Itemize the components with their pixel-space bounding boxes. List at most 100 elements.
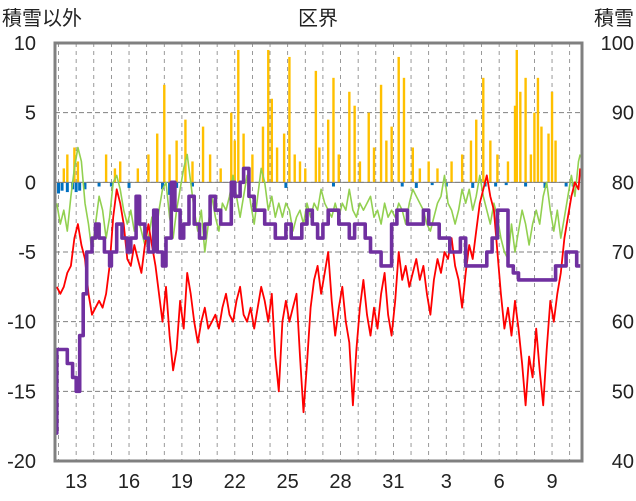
precip-bar <box>524 77 527 183</box>
precip-bar <box>482 77 485 183</box>
snow-bar <box>57 182 61 194</box>
y-tick-label-right: 50 <box>612 381 634 403</box>
precip-bar <box>427 161 430 183</box>
snow-bar <box>430 182 434 186</box>
precip-bar <box>261 126 265 183</box>
precip-bar <box>550 91 554 183</box>
precip-bar <box>460 154 464 183</box>
precip-bar <box>547 133 550 183</box>
snow-bar <box>543 182 547 188</box>
precip-bar <box>208 154 212 183</box>
right-axis-title: 積雪 <box>594 7 634 30</box>
precip-bar <box>201 126 205 183</box>
precip-bar <box>288 56 291 183</box>
snow-bar <box>494 182 498 187</box>
precip-bar <box>275 147 279 183</box>
y-tick-label-right: 70 <box>612 242 634 264</box>
precip-bar <box>450 161 453 183</box>
precip-bar <box>62 168 66 183</box>
precip-bar <box>358 161 362 183</box>
series-snow-depth <box>55 166 581 435</box>
y-tick-label-left: 5 <box>25 103 36 125</box>
snow-bar <box>65 182 69 193</box>
precip-bar <box>298 161 302 183</box>
precip-bar <box>104 154 108 183</box>
precip-bar <box>136 168 140 183</box>
precip-bar <box>390 126 393 183</box>
precip-bar <box>119 161 122 183</box>
precip-bar <box>175 140 178 183</box>
snow-bar <box>78 182 82 191</box>
precip-bar <box>519 91 522 183</box>
precip-bar <box>513 105 517 183</box>
precip-bar <box>533 112 536 183</box>
precip-bar <box>242 133 245 183</box>
precip-bar <box>293 154 296 183</box>
precip-bar <box>536 77 540 183</box>
snow-bar <box>74 182 78 193</box>
precip-bar <box>251 154 254 183</box>
precip-bar <box>397 56 400 183</box>
precip-bar <box>506 161 510 183</box>
precip-bar <box>337 154 340 183</box>
x-tick-label: 25 <box>277 471 299 493</box>
y-tick-label-left: -10 <box>7 312 36 334</box>
precip-bar <box>270 98 273 183</box>
snow-bar <box>414 182 418 188</box>
snow-bar <box>97 182 101 187</box>
snow-bar <box>83 182 87 190</box>
y-tick-label-right: 40 <box>612 451 634 473</box>
y-tick-label-left: 10 <box>14 33 36 55</box>
series-temp-min <box>55 168 582 414</box>
precip-bar <box>66 154 69 183</box>
precip-bar <box>76 161 80 183</box>
y-tick-label-left: -20 <box>7 451 36 473</box>
precip-bar <box>379 84 383 183</box>
precip-bar <box>219 168 222 183</box>
precip-bar <box>314 70 318 183</box>
precip-bar <box>163 84 166 183</box>
snow-bar <box>190 182 194 187</box>
precip-bar <box>191 161 194 183</box>
precip-bar <box>147 154 150 183</box>
precip-bar <box>367 112 370 183</box>
x-tick-label: 13 <box>65 471 87 493</box>
x-tick-label: 19 <box>171 471 193 493</box>
y-tick-label-right: 80 <box>612 172 634 194</box>
y-tick-label-left: 0 <box>25 172 36 194</box>
precip-bar <box>411 147 414 183</box>
precip-bar <box>326 119 330 183</box>
chart-title: 区界 <box>298 8 338 30</box>
precip-bar <box>233 140 236 183</box>
precip-bar <box>529 154 533 183</box>
precip-bar <box>515 49 518 183</box>
precip-bar <box>402 77 406 183</box>
precip-bar <box>304 168 307 183</box>
precip-bar <box>489 140 492 183</box>
y-tick-label-left: -5 <box>18 242 36 264</box>
precip-bar <box>168 154 171 183</box>
snow-bar <box>564 182 568 187</box>
y-tick-label-right: 90 <box>612 103 634 125</box>
snow-bar <box>127 182 131 188</box>
snow-bar <box>504 182 508 186</box>
precip-bar <box>475 119 478 183</box>
snow-bar <box>109 182 113 187</box>
snow-bar <box>331 182 335 187</box>
x-tick-label: 22 <box>224 471 246 493</box>
precip-bar <box>230 112 233 183</box>
precip-bar <box>372 147 376 183</box>
x-tick-label: 28 <box>329 471 351 493</box>
precip-bar <box>348 91 351 183</box>
precip-bar <box>156 133 159 183</box>
x-tick-label: 31 <box>382 471 404 493</box>
x-tick-label: 16 <box>118 471 140 493</box>
series-temp-max <box>56 146 581 260</box>
snow-bar <box>161 182 165 190</box>
y-tick-label-right: 100 <box>601 33 634 55</box>
precip-bar <box>332 77 335 183</box>
precip-bar <box>418 168 422 183</box>
precip-bar <box>113 168 117 183</box>
